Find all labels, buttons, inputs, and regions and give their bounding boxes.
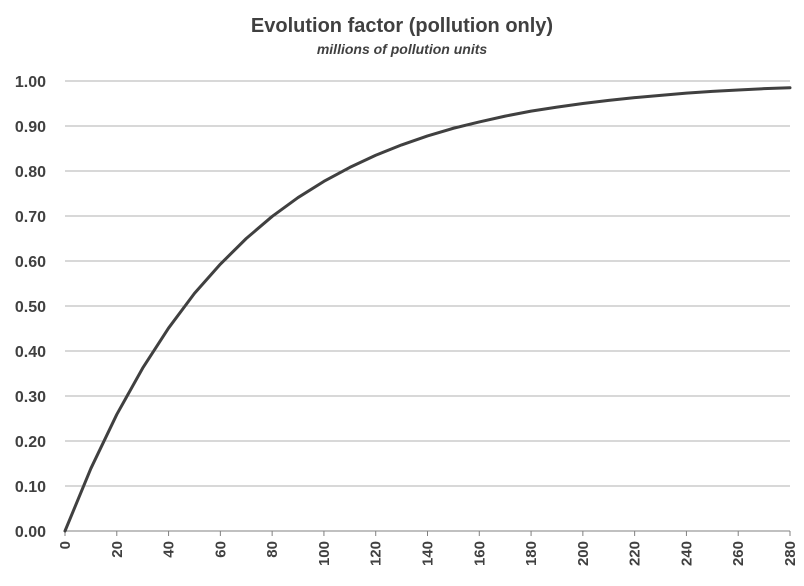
chart-title: Evolution factor (pollution only) xyxy=(251,15,553,37)
x-tick-label: 60 xyxy=(212,541,229,558)
y-tick-label: 1.00 xyxy=(15,74,46,91)
x-tick-label: 100 xyxy=(316,541,333,566)
x-tick-label: 160 xyxy=(471,541,488,566)
x-tick-label: 40 xyxy=(161,541,178,558)
y-axis-ticks: 0.00 0.10 0.20 0.30 0.40 0.50 0.60 0.70 0.80 0.90… xyxy=(15,74,46,541)
x-tick-label: 240 xyxy=(678,541,695,566)
y-tick-label: 0.80 xyxy=(15,164,46,181)
y-tick-label: 0.40 xyxy=(15,344,46,361)
x-tick-label: 140 xyxy=(420,541,437,566)
x-tick-label: 220 xyxy=(627,541,644,566)
x-tick-label: 80 xyxy=(264,541,281,558)
y-tick-label: 0.10 xyxy=(15,479,46,496)
x-tick-label: 180 xyxy=(523,541,540,566)
x-tick-label: 0 xyxy=(57,541,74,549)
chart-subtitle: millions of pollution units xyxy=(317,41,488,57)
y-tick-label: 0.00 xyxy=(15,524,46,541)
x-tick-label: 120 xyxy=(368,541,385,566)
y-tick-label: 0.60 xyxy=(15,254,46,271)
gridlines xyxy=(65,80,790,487)
y-tick-label: 0.20 xyxy=(15,434,46,451)
x-axis-ticks: 0 20 40 60 80 100 120 140 160 180 200 220 240 260 280 xyxy=(57,531,799,566)
series-line xyxy=(63,86,792,533)
x-tick-label: 20 xyxy=(109,541,126,558)
x-tick-label: 280 xyxy=(782,541,799,566)
x-tick-label: 200 xyxy=(575,541,592,566)
y-tick-label: 0.90 xyxy=(15,119,46,136)
x-tick-label: 260 xyxy=(730,541,747,566)
y-tick-label: 0.70 xyxy=(15,209,46,226)
y-tick-label: 0.30 xyxy=(15,389,46,406)
y-tick-label: 0.50 xyxy=(15,299,46,316)
